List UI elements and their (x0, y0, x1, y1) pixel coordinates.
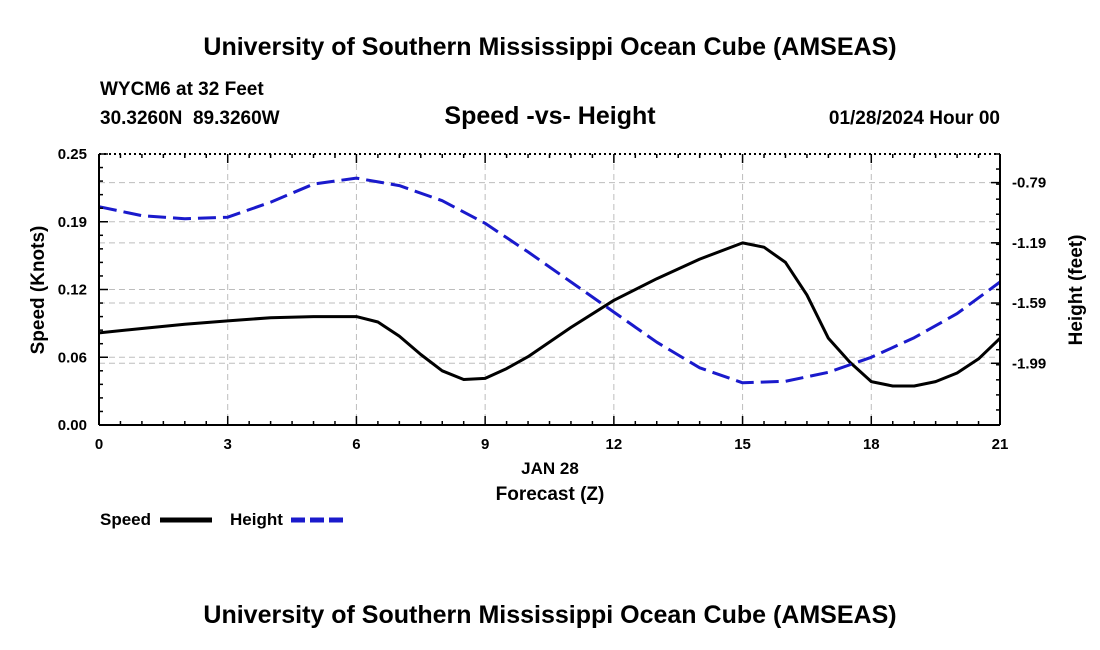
x-tick-label: 3 (224, 436, 232, 453)
x-tick-label: 9 (481, 436, 489, 453)
legend: Speed Height (100, 510, 343, 529)
station-label: WYCM6 at 32 Feet (100, 79, 264, 100)
series-line-speed (98, 241, 1002, 388)
series-line-height (98, 176, 1001, 385)
x-axis-label: Forecast (Z) (496, 484, 605, 505)
y-left-tick-label: 0.25 (58, 146, 87, 163)
y-left-tick-label: 0.00 (58, 417, 87, 434)
x-tick-label: 21 (992, 436, 1009, 453)
x-axis-date-label: JAN 28 (521, 459, 579, 478)
y-axis-left-label: Speed (Knots) (28, 226, 49, 355)
y-right-tick-label: -0.79 (1012, 175, 1046, 192)
y-right-tick-label: -1.59 (1012, 295, 1046, 312)
x-tick-label: 6 (352, 436, 360, 453)
y-right-tick-label: -1.99 (1012, 355, 1046, 372)
chart-title: University of Southern Mississippi Ocean… (203, 33, 896, 61)
grid-lines (99, 154, 1000, 425)
x-tick-label: 12 (606, 436, 623, 453)
datetime-label: 01/28/2024 Hour 00 (829, 108, 1000, 129)
x-tick-label: 15 (734, 436, 751, 453)
chart-subtitle: Speed -vs- Height (444, 102, 656, 130)
y-right-tick-label: -1.19 (1012, 235, 1046, 252)
location-label: 30.3260N 89.3260W (100, 108, 280, 129)
axes: 0 3 6 9 12 15 18 21 0.00 0.06 0.12 0.19 0.25 -0.79 -1.… (58, 146, 1046, 453)
x-tick-label: 0 (95, 436, 103, 453)
y-axis-right-label: Height (feet) (1066, 235, 1087, 346)
legend-speed-label: Speed (100, 510, 151, 529)
footer-title: University of Southern Mississippi Ocean… (203, 601, 896, 629)
x-tick-label: 18 (863, 436, 880, 453)
y-left-tick-label: 0.12 (58, 282, 87, 299)
y-left-tick-label: 0.19 (58, 214, 87, 231)
legend-height-label: Height (230, 510, 283, 529)
series-lines (98, 176, 1002, 388)
y-left-tick-label: 0.06 (58, 349, 87, 366)
